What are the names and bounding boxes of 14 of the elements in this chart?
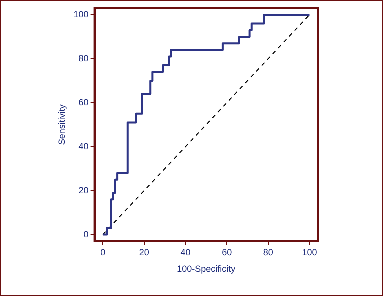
- x-tick-label: 0: [100, 247, 106, 258]
- y-tick-label: 60: [78, 97, 89, 108]
- x-tick-label: 60: [222, 247, 232, 258]
- y-tick-label: 100: [74, 9, 89, 20]
- y-axis-title: Sensitivity: [56, 104, 67, 146]
- y-tick-label: 80: [78, 53, 89, 64]
- y-tick-label: 40: [78, 141, 89, 152]
- x-axis-title: 100-Specificity: [177, 264, 236, 274]
- y-tick-label: 0: [84, 229, 89, 240]
- x-tick-label: 100: [302, 247, 318, 258]
- y-tick-label: 20: [78, 185, 89, 196]
- x-tick-label: 80: [263, 247, 274, 258]
- x-tick-label: 40: [180, 247, 191, 258]
- x-tick-label: 20: [139, 247, 150, 258]
